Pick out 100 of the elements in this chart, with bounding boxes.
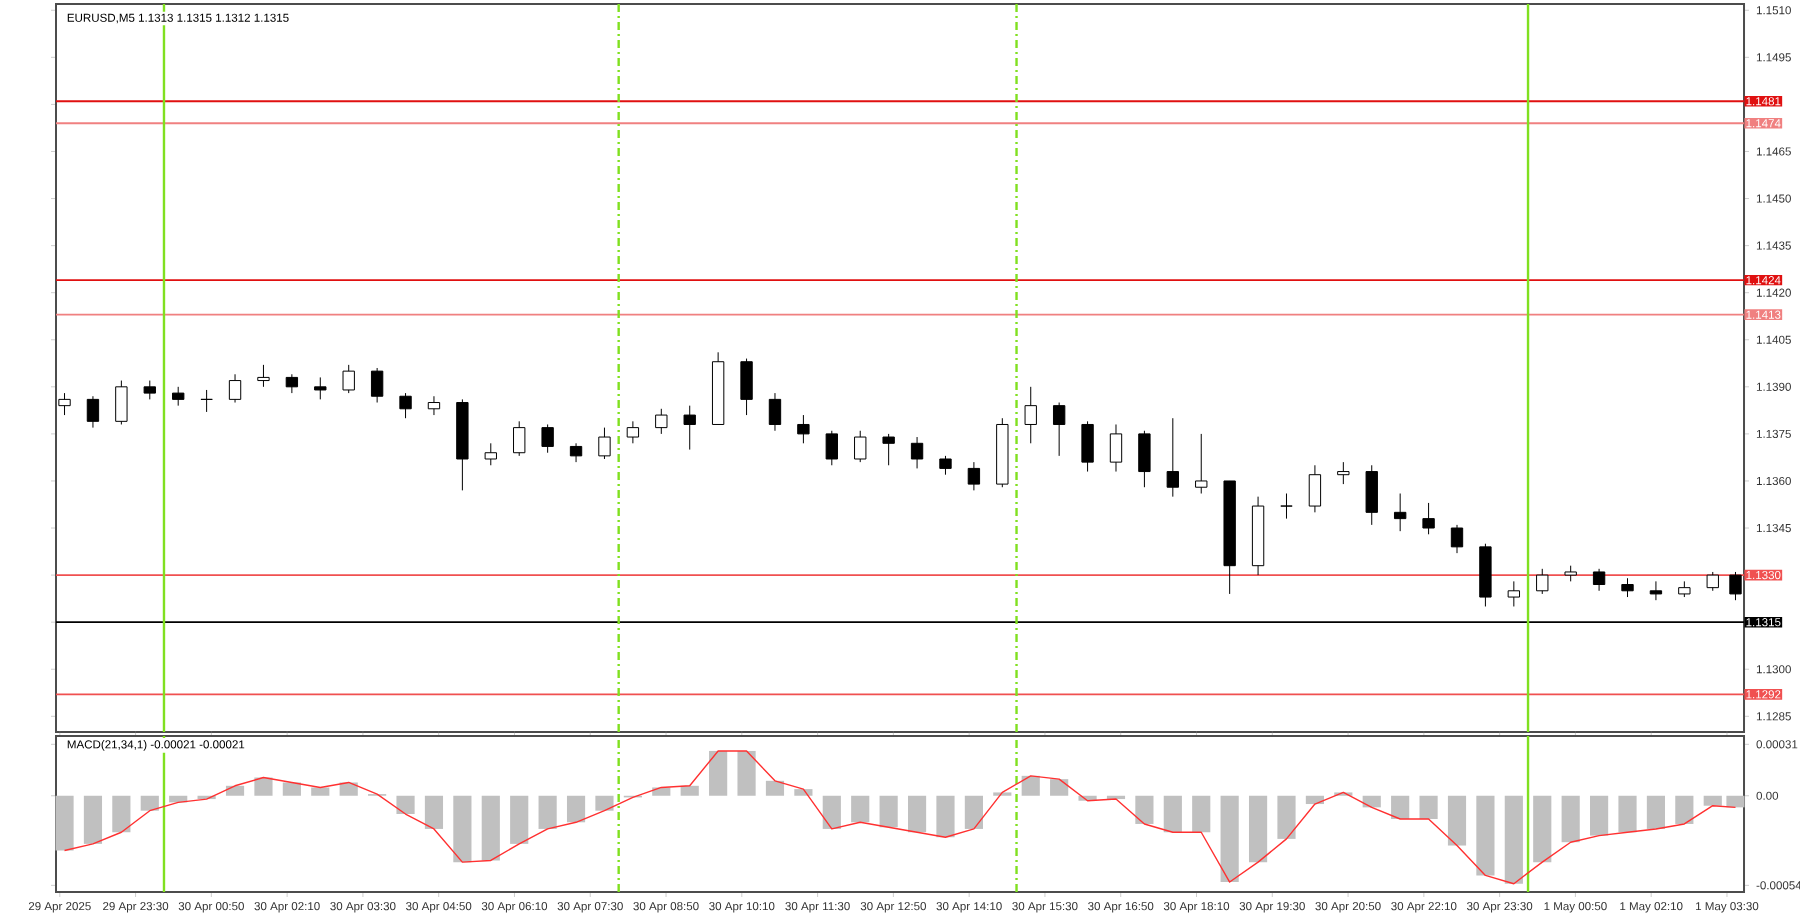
- candlestick: [854, 430, 867, 463]
- bar: [595, 795, 614, 811]
- bar: [822, 795, 841, 829]
- bar: [851, 795, 870, 823]
- candlestick: [683, 405, 696, 451]
- bar: [964, 795, 983, 829]
- bar: [907, 795, 927, 833]
- candlestick: [569, 442, 583, 463]
- candlestick: [484, 442, 497, 466]
- candlestick: [86, 395, 100, 429]
- bar: [1589, 795, 1609, 836]
- bar: [140, 795, 159, 811]
- bar: [566, 795, 586, 823]
- bar: [1163, 795, 1182, 833]
- candlestick: [143, 380, 156, 400]
- candlestick: [1649, 580, 1663, 601]
- candlestick: [228, 373, 242, 404]
- candlestick: [825, 430, 838, 466]
- bar: [1618, 795, 1637, 833]
- bar: [1021, 775, 1040, 796]
- bar: [254, 777, 273, 796]
- bar: [424, 795, 444, 829]
- bar: [1419, 795, 1438, 819]
- candlestick: [314, 376, 327, 400]
- bar: [112, 795, 131, 833]
- candlestick: [1422, 502, 1435, 535]
- bar: [1504, 795, 1523, 884]
- candlestick: [1280, 493, 1293, 520]
- candlestick: [370, 367, 384, 404]
- bar: [1391, 795, 1410, 819]
- candlestick: [200, 389, 213, 413]
- bar: [1220, 795, 1239, 883]
- candlestick: [626, 420, 640, 444]
- candlestick: [1729, 571, 1742, 601]
- bar: [225, 785, 245, 796]
- bar: [55, 795, 74, 851]
- candlestick: [655, 408, 668, 435]
- candlestick: [598, 427, 611, 460]
- candlestick: [910, 436, 924, 469]
- candlestick: [1195, 433, 1208, 495]
- candlestick: [172, 386, 185, 407]
- bar: [794, 789, 813, 796]
- bar: [1447, 795, 1467, 846]
- candlestick: [740, 358, 753, 416]
- bar: [1561, 795, 1580, 843]
- candlestick: [1621, 577, 1634, 598]
- candlestick: [1052, 402, 1066, 457]
- bar: [481, 795, 500, 861]
- bar: [709, 750, 728, 796]
- bar: [1050, 779, 1069, 796]
- candlestick: [1507, 580, 1521, 607]
- bar: [538, 795, 557, 829]
- candlestick: [768, 392, 782, 432]
- bar: [311, 787, 330, 796]
- candlestick: [1706, 571, 1719, 592]
- candlestick: [115, 380, 128, 425]
- candlestick: [967, 461, 981, 491]
- bar: [765, 780, 785, 796]
- bar: [879, 795, 898, 828]
- bar: [1703, 795, 1722, 806]
- line-series: [63, 750, 1737, 885]
- candlestick: [1365, 464, 1378, 526]
- candlestick: [427, 395, 441, 416]
- bar: [737, 750, 756, 796]
- bar: [282, 782, 301, 796]
- candlestick: [342, 364, 355, 394]
- bar: [83, 795, 103, 844]
- candlestick: [1109, 423, 1123, 473]
- candlestick: [541, 423, 554, 454]
- candlestick: [1024, 386, 1037, 444]
- bar: [453, 795, 472, 863]
- bar: [1533, 795, 1552, 863]
- candlestick: [1308, 464, 1322, 513]
- candlestick: [1081, 420, 1094, 473]
- candlestick: [257, 364, 270, 388]
- bar: [936, 795, 955, 838]
- bar: [1248, 795, 1268, 863]
- bar: [1135, 795, 1154, 824]
- bar: [396, 795, 415, 815]
- bar: [1726, 795, 1745, 808]
- candlestick: [285, 373, 299, 394]
- bar: [1476, 795, 1495, 876]
- bar: [1277, 795, 1296, 839]
- bar: [510, 795, 529, 844]
- candlestick: [513, 420, 526, 457]
- candlestick: [797, 414, 810, 444]
- bar: [1675, 795, 1694, 824]
- candlestick: [1393, 493, 1407, 532]
- candlestick: [1138, 430, 1151, 488]
- candlestick: [58, 392, 71, 416]
- candlestick: [1536, 568, 1549, 595]
- candlestick: [1337, 461, 1350, 485]
- candlestick: [882, 433, 895, 466]
- candlestick: [1166, 417, 1179, 498]
- candlestick: [399, 392, 412, 419]
- candlestick: [1592, 568, 1606, 592]
- bar: [680, 785, 699, 796]
- candlestick: [1450, 524, 1464, 554]
- candlestick: [939, 455, 952, 476]
- bar: [1192, 795, 1211, 833]
